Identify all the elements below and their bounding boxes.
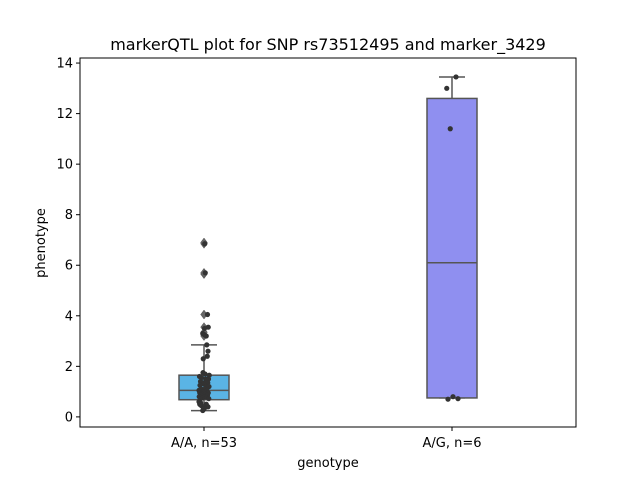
data-point	[444, 85, 450, 91]
y-tick-label: 2	[65, 360, 73, 375]
point-layer	[196, 74, 461, 414]
data-point	[204, 311, 211, 318]
y-tick-label: 12	[56, 107, 73, 122]
plot-area-frame	[79, 57, 577, 428]
data-point	[205, 324, 211, 330]
data-point	[200, 407, 206, 414]
data-point	[447, 126, 453, 132]
data-point	[204, 342, 210, 348]
y-axis: 0 2 4 6 8 10 12 14	[56, 57, 80, 425]
data-point	[204, 353, 210, 359]
x-axis-label: genotype	[297, 456, 358, 471]
data-point	[450, 394, 456, 400]
y-axis-label: phenotype	[34, 208, 49, 278]
data-point	[202, 241, 208, 247]
data-point	[202, 270, 208, 276]
box-iqr	[426, 97, 478, 399]
y-tick-label: 14	[56, 57, 73, 72]
data-point	[200, 356, 206, 362]
x-axis: A/A, n=53 A/G, n=6	[171, 427, 482, 451]
data-point	[205, 348, 211, 354]
x-tick-label: A/A, n=53	[171, 436, 237, 451]
y-tick-label: 4	[65, 309, 73, 324]
chart-title: markerQTL plot for SNP rs73512495 and ma…	[110, 35, 546, 55]
data-point	[455, 396, 461, 402]
data-point	[453, 74, 459, 80]
data-point	[445, 396, 451, 402]
y-tick-label: 8	[65, 208, 73, 223]
data-point	[203, 333, 209, 339]
data-point	[206, 396, 212, 402]
y-tick-label: 6	[65, 259, 73, 274]
data-point	[202, 371, 208, 377]
x-tick-label: A/G, n=6	[422, 436, 481, 451]
y-tick-label: 0	[65, 410, 73, 425]
y-tick-label: 10	[56, 158, 73, 173]
